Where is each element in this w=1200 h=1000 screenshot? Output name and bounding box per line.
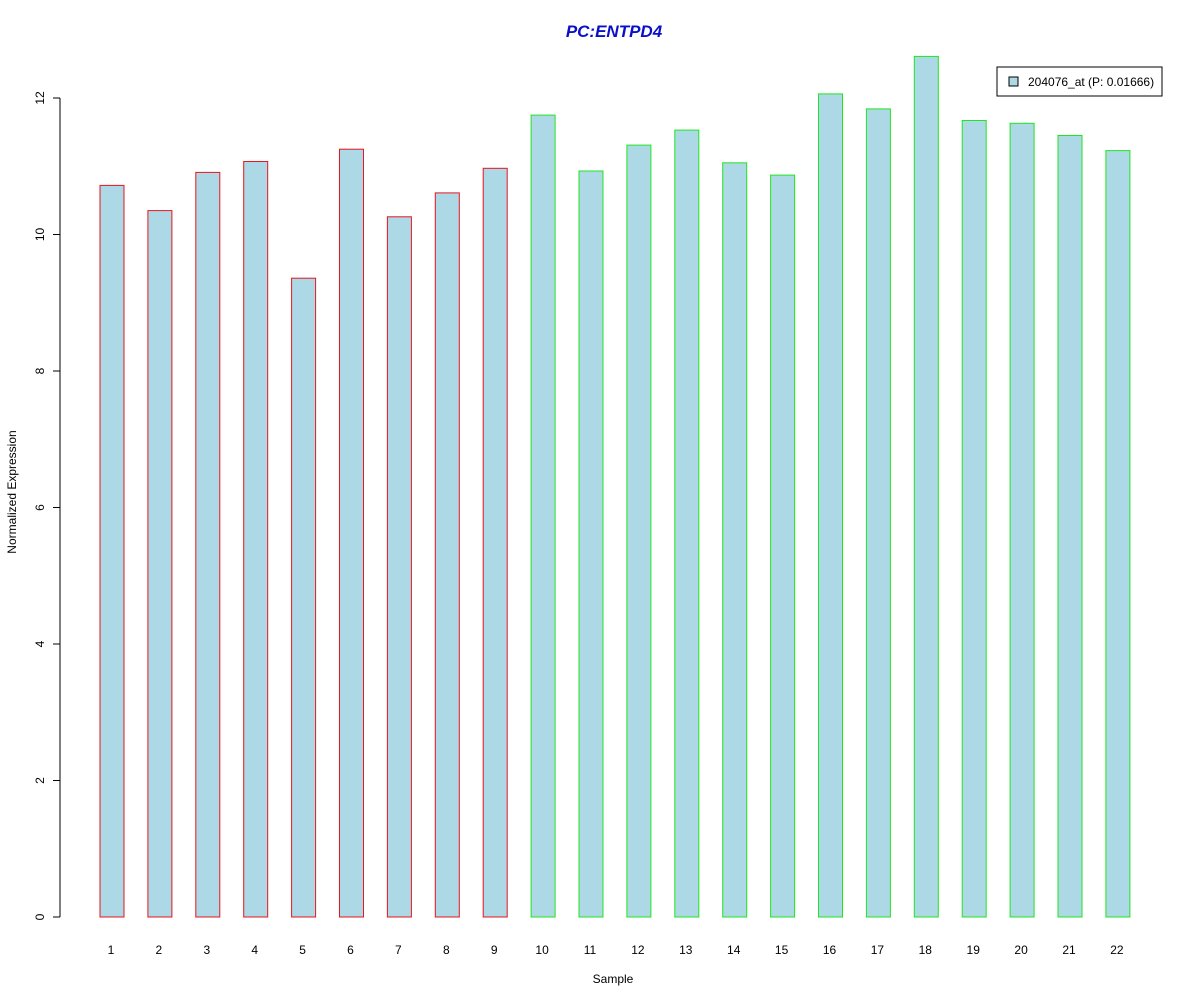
x-tick-label: 20 [1014, 943, 1028, 957]
x-tick-label: 11 [584, 943, 597, 957]
y-axis: 0 2 4 6 8 10 12 [33, 91, 61, 920]
x-tick-label: 8 [443, 943, 450, 957]
bar-sample-4 [243, 161, 269, 918]
y-tick-label: 4 [33, 640, 47, 647]
bar-sample-22 [1105, 150, 1131, 918]
x-tick-label: 4 [251, 943, 258, 957]
x-axis-label: Sample [593, 972, 634, 986]
bar-sample-16 [818, 93, 843, 918]
bar-sample-20 [1009, 122, 1035, 918]
x-tick-label: 18 [919, 943, 933, 957]
x-tick-label: 6 [347, 943, 354, 957]
chart-title: PC:ENTPD4 [566, 22, 663, 41]
y-tick-label: 6 [33, 504, 47, 511]
x-tick-label: 3 [203, 943, 210, 957]
bar-sample-8 [434, 192, 460, 918]
x-tick-label: 22 [1110, 943, 1124, 957]
y-tick-label: 8 [33, 367, 47, 374]
y-tick-label: 2 [33, 777, 47, 784]
x-tick-label: 14 [727, 943, 741, 957]
bars [99, 55, 1131, 918]
bar-sample-17 [865, 108, 891, 918]
x-tick-label: 16 [823, 943, 837, 957]
x-tick-label: 17 [871, 943, 885, 957]
x-tick-label: 1 [108, 943, 115, 957]
bar-sample-11 [578, 170, 604, 918]
bar-sample-15 [770, 174, 796, 918]
bar-sample-19 [961, 120, 987, 918]
x-tick-label: 19 [967, 943, 981, 957]
legend: 204076_at (P: 0.01666) [996, 66, 1163, 97]
bar-sample-2 [147, 210, 173, 918]
bar-sample-10 [530, 114, 556, 918]
x-tick-label: 9 [491, 943, 498, 957]
x-tick-label: 10 [535, 943, 549, 957]
bar-sample-21 [1057, 135, 1083, 918]
y-tick-label: 12 [33, 91, 47, 105]
bar-sample-1 [99, 184, 125, 918]
x-tick-label: 21 [1062, 943, 1076, 957]
x-tick-label: 15 [775, 943, 789, 957]
legend-swatch [1008, 76, 1019, 87]
bar-sample-3 [195, 171, 221, 918]
x-tick-label: 5 [299, 943, 306, 957]
bar-sample-7 [386, 216, 412, 918]
legend-box [996, 66, 1163, 97]
x-tick-label: 13 [679, 943, 693, 957]
x-tick-label: 2 [156, 943, 163, 957]
bar-sample-13 [674, 129, 700, 918]
y-axis-label: Normalized Expression [5, 430, 19, 553]
bar-sample-18 [913, 55, 939, 918]
x-tick-label: 7 [395, 943, 402, 957]
bar-sample-9 [482, 167, 508, 918]
y-tick-label: 10 [33, 228, 47, 242]
bar-sample-12 [626, 144, 652, 918]
x-tick-label: 12 [631, 943, 645, 957]
bar-sample-5 [291, 277, 317, 918]
bar-sample-14 [722, 162, 748, 918]
bar-sample-6 [339, 148, 364, 918]
legend-entry: 204076_at (P: 0.01666) [1028, 75, 1154, 89]
x-tick-labels: 1 2 3 4 5 6 7 8 9 10 11 12 13 14 15 16 17 18 19 20 21 22 [108, 943, 1124, 957]
y-tick-label: 0 [33, 913, 47, 920]
